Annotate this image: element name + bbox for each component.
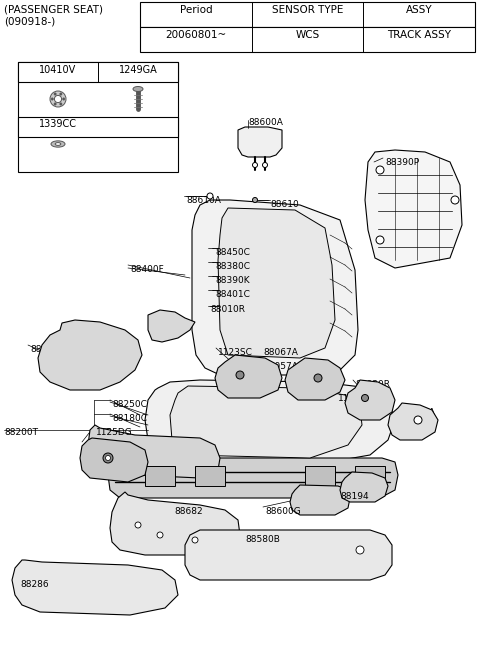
Text: SENSOR TYPE: SENSOR TYPE: [272, 5, 343, 15]
Text: 88063: 88063: [152, 322, 181, 331]
Circle shape: [60, 103, 62, 105]
Ellipse shape: [55, 142, 61, 146]
Circle shape: [106, 455, 110, 461]
Polygon shape: [192, 200, 358, 375]
Text: 88250C: 88250C: [112, 400, 147, 409]
Polygon shape: [108, 458, 398, 498]
Bar: [305, 466, 335, 486]
Text: 88401C: 88401C: [215, 290, 250, 299]
Polygon shape: [12, 560, 178, 615]
Bar: [195, 466, 225, 486]
Text: (090918-): (090918-): [4, 16, 55, 26]
Circle shape: [451, 196, 459, 204]
Circle shape: [135, 522, 141, 528]
Text: (PASSENGER SEAT): (PASSENGER SEAT): [4, 4, 103, 14]
Bar: [18, 62, 178, 82]
Circle shape: [157, 532, 163, 538]
Circle shape: [236, 371, 244, 379]
Text: 88194: 88194: [96, 442, 125, 451]
Text: 88610A: 88610A: [186, 196, 221, 205]
Circle shape: [54, 92, 56, 95]
Text: 1123SC: 1123SC: [218, 348, 253, 357]
Polygon shape: [38, 320, 142, 390]
Text: 88600G: 88600G: [265, 507, 301, 516]
Text: ASSY: ASSY: [406, 5, 432, 15]
Polygon shape: [238, 127, 282, 157]
Ellipse shape: [51, 141, 65, 147]
Circle shape: [192, 537, 198, 543]
Text: 88180C: 88180C: [112, 414, 147, 423]
Polygon shape: [290, 485, 350, 515]
Circle shape: [62, 98, 65, 100]
Text: 88010R: 88010R: [210, 305, 245, 314]
Polygon shape: [388, 403, 438, 440]
Text: 1249GA: 1249GA: [119, 65, 157, 75]
Text: 88380C: 88380C: [215, 262, 250, 271]
Circle shape: [60, 92, 62, 95]
Text: 88163A: 88163A: [400, 408, 435, 417]
Text: 10410V: 10410V: [39, 65, 77, 75]
Bar: [18, 117, 178, 137]
Circle shape: [314, 374, 322, 382]
Polygon shape: [215, 355, 282, 398]
Polygon shape: [185, 530, 392, 580]
Text: 88400F: 88400F: [130, 265, 164, 274]
Circle shape: [361, 394, 369, 401]
Polygon shape: [365, 150, 462, 268]
Bar: [140, 27, 475, 52]
Text: 88200T: 88200T: [4, 428, 38, 437]
Text: 88067A: 88067A: [263, 348, 298, 357]
Polygon shape: [285, 358, 345, 400]
Text: WCS: WCS: [295, 30, 320, 40]
Polygon shape: [110, 492, 240, 555]
Circle shape: [252, 197, 257, 203]
Polygon shape: [80, 438, 148, 482]
Text: 88601N: 88601N: [30, 345, 65, 354]
Text: TRACK ASSY: TRACK ASSY: [387, 30, 451, 40]
Text: 88390K: 88390K: [215, 276, 250, 285]
Text: 88194: 88194: [340, 492, 369, 501]
Text: 88390P: 88390P: [385, 158, 419, 167]
Circle shape: [252, 163, 257, 167]
Bar: [18, 62, 178, 172]
Circle shape: [414, 416, 422, 424]
Text: 88286: 88286: [20, 580, 48, 589]
Circle shape: [54, 95, 61, 102]
Circle shape: [376, 166, 384, 174]
Circle shape: [263, 163, 267, 167]
Text: 88600A: 88600A: [248, 118, 283, 127]
Text: 88030R: 88030R: [355, 380, 390, 389]
Text: 88190C: 88190C: [96, 456, 131, 465]
Circle shape: [51, 98, 53, 100]
Text: 1339CC: 1339CC: [39, 119, 77, 129]
Polygon shape: [218, 208, 335, 358]
Circle shape: [103, 453, 113, 463]
Text: 88057A: 88057A: [263, 362, 298, 371]
Bar: [145, 466, 175, 486]
Polygon shape: [170, 386, 362, 458]
Polygon shape: [345, 380, 395, 420]
Polygon shape: [148, 310, 195, 342]
Bar: [355, 466, 385, 486]
Text: 20060801~: 20060801~: [165, 30, 227, 40]
Text: 88450C: 88450C: [215, 248, 250, 257]
Polygon shape: [145, 380, 395, 462]
Circle shape: [207, 193, 213, 199]
Circle shape: [54, 103, 56, 105]
Ellipse shape: [133, 87, 143, 91]
Text: 88580B: 88580B: [245, 535, 280, 544]
Text: 1125DG: 1125DG: [96, 428, 133, 437]
Circle shape: [356, 546, 364, 554]
Text: Period: Period: [180, 5, 212, 15]
Circle shape: [50, 91, 66, 107]
Circle shape: [376, 236, 384, 244]
Text: 88682: 88682: [174, 507, 203, 516]
Text: 88610: 88610: [270, 200, 299, 209]
Bar: [140, 2, 475, 27]
Polygon shape: [340, 472, 388, 502]
Polygon shape: [88, 425, 220, 478]
Text: 1123SC: 1123SC: [338, 394, 373, 403]
